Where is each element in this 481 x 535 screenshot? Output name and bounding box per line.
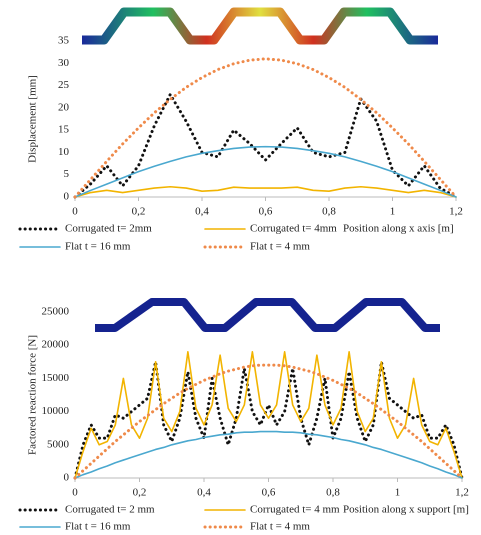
y-tick-label: 25	[58, 79, 70, 91]
x-tick-label: 1	[390, 206, 396, 218]
y-tick-label: 25000	[42, 306, 70, 318]
y-tick-label: 10	[58, 146, 70, 158]
x-tick-label: 0	[72, 487, 78, 499]
x-tick-label: 0	[72, 206, 78, 218]
y-tick-label: 5	[64, 168, 70, 180]
x-axis-title: Position along x support [m]	[343, 504, 469, 516]
x-tick-label: 1	[395, 487, 401, 499]
legend-label: Corrugated t= 4mm	[250, 223, 337, 235]
series-line	[75, 94, 456, 197]
x-tick-label: 0,8	[322, 206, 336, 218]
legend-label: Corrugated t= 2 mm	[65, 504, 155, 516]
legend-label: Flat t = 4 mm	[250, 521, 310, 533]
figure: 0510152025303500,20,40,60,811,2Displacem…	[0, 0, 481, 535]
y-axis-title: Factored reaction force [N]	[27, 335, 39, 455]
y-tick-label: 20000	[42, 339, 70, 351]
x-tick-label: 0,2	[132, 206, 146, 218]
corrugated-profile	[95, 302, 440, 328]
y-tick-label: 15	[58, 124, 70, 136]
y-tick-label: 0	[64, 191, 70, 203]
y-tick-label: 10000	[42, 405, 70, 417]
x-tick-label: 1,2	[449, 206, 463, 218]
x-tick-label: 0,4	[195, 206, 209, 218]
series-line	[75, 352, 462, 478]
y-tick-label: 30	[58, 57, 70, 69]
x-tick-label: 0,2	[133, 487, 147, 499]
series-line	[75, 187, 456, 197]
legend-label: Corrugated t= 4 mm	[250, 504, 340, 516]
series-line	[75, 432, 462, 478]
legend-label: Corrugated t= 2mm	[65, 223, 152, 235]
y-tick-label: 20	[58, 101, 70, 113]
x-tick-label: 0,6	[259, 206, 273, 218]
x-tick-label: 0,4	[197, 487, 211, 499]
series-line	[75, 365, 462, 478]
x-tick-label: 0,8	[326, 487, 340, 499]
legend-label: Flat t = 16 mm	[65, 521, 131, 533]
y-axis-title: Displacement [mm]	[27, 75, 39, 163]
legend-label: Flat t = 16 mm	[65, 241, 131, 253]
corrugated-profile	[82, 12, 438, 40]
series-line	[75, 362, 462, 478]
legend-label: Flat t = 4 mm	[250, 241, 310, 253]
x-tick-label: 0,6	[262, 487, 276, 499]
y-tick-label: 5000	[47, 438, 70, 450]
y-tick-label: 15000	[42, 372, 70, 384]
x-tick-label: 1,2	[455, 487, 469, 499]
x-axis-title: Position along x axis [m]	[343, 223, 454, 235]
y-tick-label: 0	[64, 472, 70, 484]
y-tick-label: 35	[58, 35, 70, 47]
